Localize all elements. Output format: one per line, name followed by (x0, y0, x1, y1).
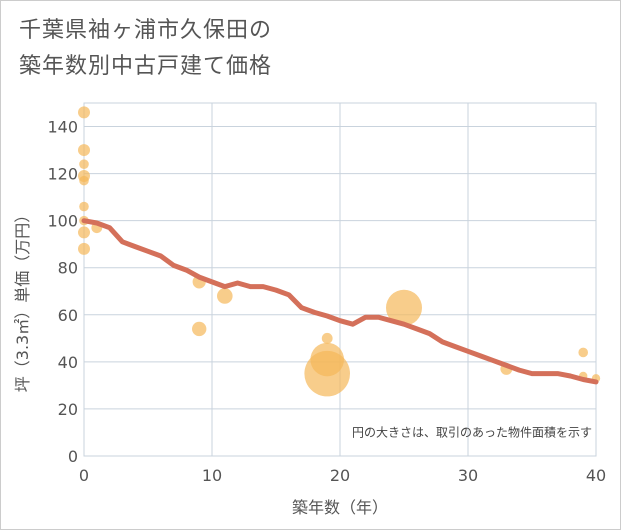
bubble-point (79, 201, 89, 212)
y-tick-label: 60 (58, 306, 78, 325)
bubble-point (78, 106, 90, 119)
trend-layer (81, 218, 599, 385)
x-tick-label: 20 (330, 466, 350, 485)
bubble-point (386, 289, 422, 326)
bubble-point (79, 159, 89, 169)
y-tick-label: 20 (58, 400, 78, 419)
bubble-point (78, 144, 90, 157)
bubble-point (304, 350, 351, 397)
y-tick-label: 100 (47, 212, 78, 231)
bubble-point (192, 321, 207, 337)
tick-labels: 0 20 40 60 80 100 120 140 0 10 20 30 40 (47, 118, 606, 485)
x-tick-label: 40 (586, 466, 606, 485)
y-tick-label: 120 (47, 165, 78, 184)
bubble-point (217, 288, 233, 304)
y-axis-label: 坪（3.3㎡）単価（万円） (13, 207, 32, 392)
grid-lines (83, 102, 597, 457)
plot-frame (83, 102, 597, 457)
bubble-point (78, 242, 90, 255)
chart-title: 千葉県袖ヶ浦市久保田の 築年数別中古戸建て価格 (19, 13, 272, 85)
bubble-point (78, 226, 90, 239)
chart-title-line1: 千葉県袖ヶ浦市久保田の (19, 18, 273, 43)
size-note: 円の大きさは、取引のあった物件面積を示す (352, 425, 592, 440)
trend-line (81, 218, 599, 385)
bubble-point (79, 175, 89, 186)
y-tick-label: 80 (58, 259, 78, 278)
bubble-point (578, 347, 588, 358)
x-tick-label: 10 (202, 466, 222, 485)
y-tick-label: 40 (58, 353, 78, 372)
bubble-point (321, 332, 333, 344)
x-tick-label: 0 (79, 466, 89, 485)
y-tick-label: 140 (47, 118, 78, 137)
chart-title-line2: 築年数別中古戸建て価格 (19, 54, 273, 79)
x-axis-label: 築年数（年） (292, 498, 388, 517)
y-tick-label: 0 (68, 447, 78, 466)
x-tick-label: 30 (458, 466, 478, 485)
bubble-layer (78, 106, 601, 397)
